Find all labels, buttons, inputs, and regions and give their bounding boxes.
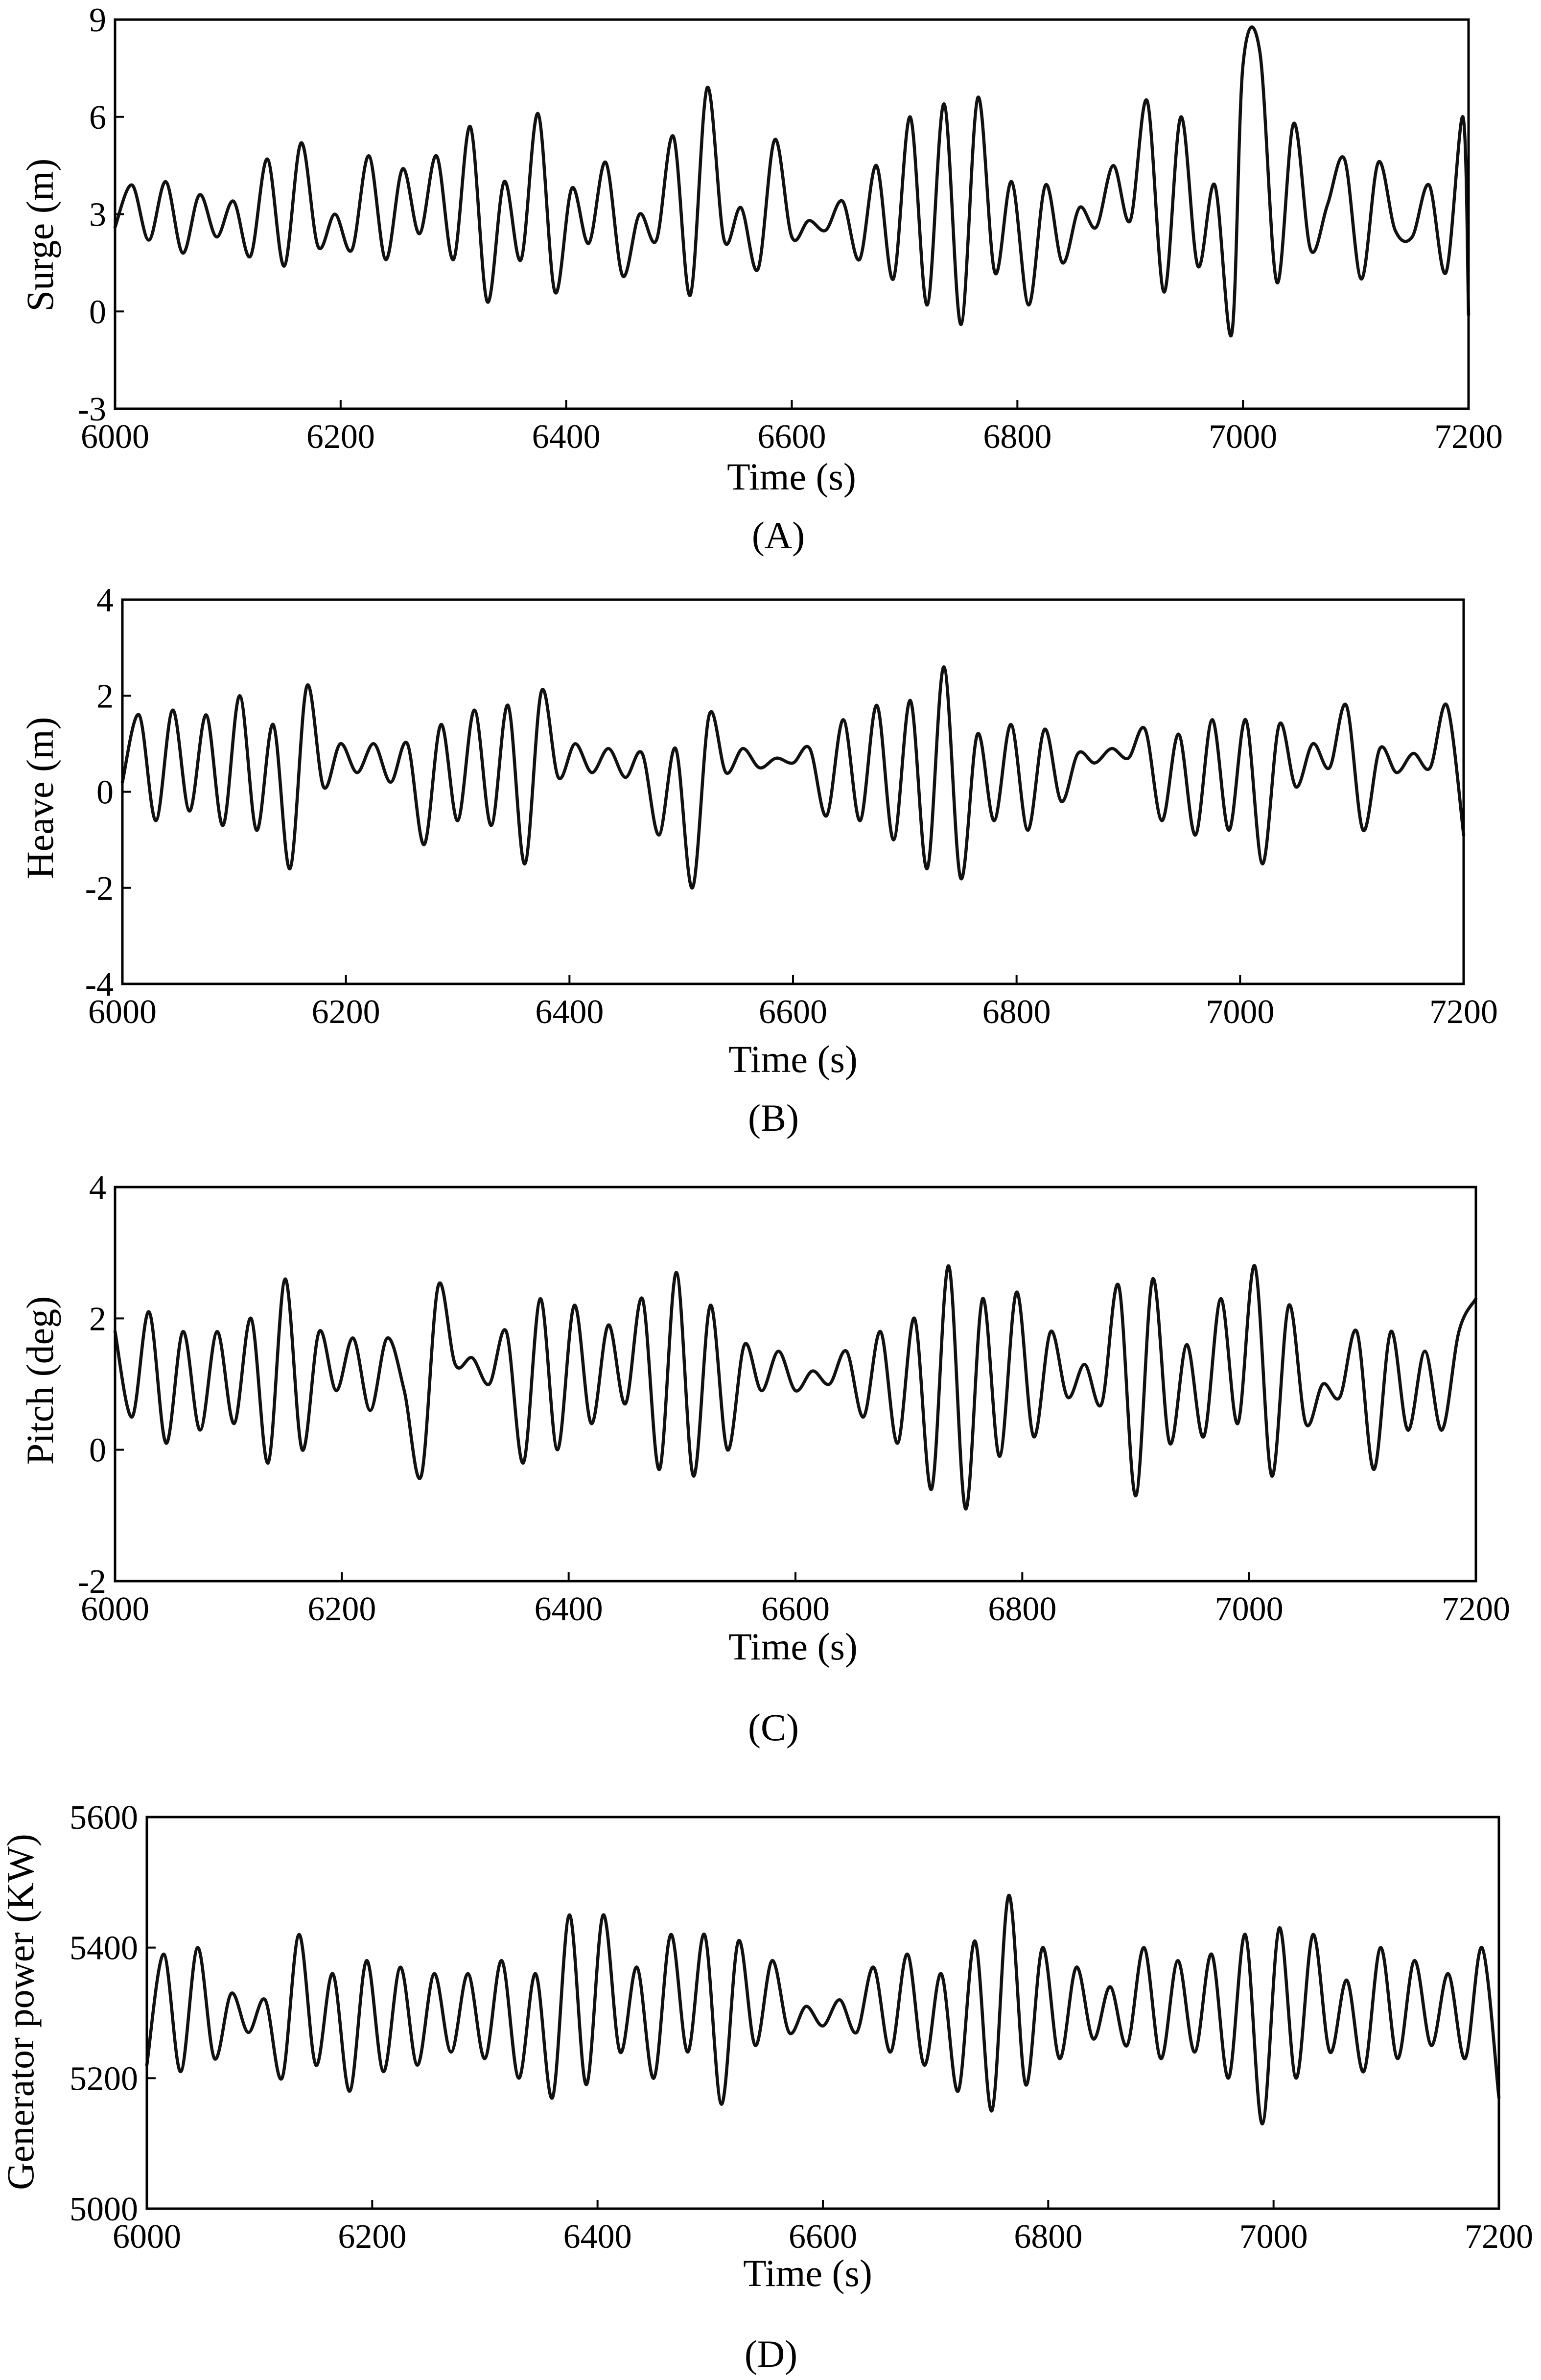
panel-b-xtick-label: 6000 [88, 993, 157, 1031]
panel-c-xtick-label: 6400 [535, 1590, 603, 1628]
panel-c-xtick-label: 7200 [1442, 1590, 1510, 1628]
panel-a-caption: (A) [752, 514, 805, 557]
panel-d-ytick-label: 5200 [70, 2060, 138, 2098]
panel-c-yticks: -2 0 2 4 [78, 1169, 124, 1601]
panel-c-xtick-label: 6800 [988, 1590, 1056, 1628]
panel-b-ytick-label: -4 [85, 966, 114, 1003]
panel-b-xtick-label: 6200 [312, 993, 380, 1031]
panel-b-xtick-label: 6800 [982, 993, 1051, 1031]
panel-a-xtick-label: 6600 [758, 418, 826, 456]
panel-c-series-line [113, 1264, 1478, 1511]
panel-d: Generator power (KW) 5000 5200 5400 5600 60… [0, 1799, 1533, 2375]
panel-d-ytick-label: 5600 [70, 1799, 138, 1837]
panel-c-xtick-label: 6000 [81, 1590, 149, 1628]
panel-d-xlabel: Time (s) [743, 2252, 872, 2294]
panel-d-xtick-label: 6200 [338, 2218, 406, 2256]
panel-c: Pitch (deg) -2 0 2 4 6000 6200 6400 6600 6800 70… [19, 1169, 1510, 1749]
panel-a-xlabel: Time (s) [727, 455, 856, 498]
panel-a-xticks: 6000 6200 6400 6600 6800 7000 7200 [81, 400, 1503, 456]
panel-d-series-line [145, 1893, 1501, 2125]
panel-c-xtick-label: 7000 [1215, 1590, 1284, 1628]
panel-a-frame [114, 18, 1470, 410]
panel-d-frame [145, 1816, 1500, 2210]
panel-c-frame [114, 1186, 1477, 1583]
panel-b-xtick-label: 6400 [535, 993, 604, 1031]
panel-a-xtick-label: 6800 [983, 418, 1051, 456]
panel-b-xticks: 6000 6200 6400 6600 6800 7000 7200 [88, 975, 1498, 1031]
panel-b-ytick-label: 2 [96, 677, 114, 715]
panel-c-xticks: 6000 6200 6400 6600 6800 7000 7200 [81, 1572, 1510, 1628]
panel-b-xtick-label: 6600 [759, 993, 827, 1031]
panel-c-ytick-label: 0 [89, 1432, 106, 1470]
panel-c-ylabel: Pitch (deg) [19, 1296, 61, 1465]
panel-d-xtick-label: 7000 [1239, 2218, 1308, 2256]
panel-b-series-line [120, 665, 1466, 890]
panel-b-ylabel: Heave (m) [19, 717, 61, 879]
panel-c-ytick-label: 2 [89, 1300, 106, 1338]
panel-a-xtick-label: 6200 [306, 418, 375, 456]
panel-a-ytick-label: 3 [89, 196, 106, 234]
panel-a-ytick-label: 6 [89, 99, 106, 137]
panel-b-caption: (B) [748, 1097, 799, 1139]
panel-d-ylabel: Generator power (KW) [0, 1834, 42, 2190]
panel-d-xtick-label: 6800 [1014, 2218, 1082, 2256]
panel-d-xticks: 6000 6200 6400 6600 6800 7000 7200 [113, 2200, 1533, 2256]
panel-b-ytick-label: -2 [85, 870, 114, 908]
panel-c-xtick-label: 6200 [307, 1590, 376, 1628]
panel-b-xlabel: Time (s) [728, 1038, 858, 1080]
panel-a-xtick-label: 6000 [81, 418, 149, 456]
panel-a-ytick-label: 0 [89, 293, 106, 331]
panel-d-xtick-label: 6400 [563, 2218, 632, 2256]
panel-d-ytick-label: 5000 [70, 2191, 138, 2228]
panel-a-yticks: -3 0 3 6 9 [78, 1, 124, 428]
panel-d-xtick-label: 6600 [789, 2218, 857, 2256]
panel-a-xtick-label: 7200 [1434, 418, 1503, 456]
panel-c-xlabel: Time (s) [728, 1625, 858, 1668]
panel-a-series-line [113, 25, 1471, 338]
panel-a-ylabel: Surge (m) [19, 159, 61, 312]
panel-d-ytick-label: 5400 [70, 1930, 138, 1967]
panel-a-xtick-label: 7000 [1209, 418, 1277, 456]
panel-b-frame [121, 598, 1465, 985]
panel-d-xtick-label: 6000 [113, 2218, 181, 2256]
panel-a-ytick-label: 9 [89, 1, 106, 39]
panel-d-xtick-label: 7200 [1465, 2218, 1533, 2256]
panel-c-xtick-label: 6600 [761, 1590, 830, 1628]
panel-a-ytick-label: -3 [78, 391, 106, 428]
panel-c-ytick-label: 4 [89, 1169, 106, 1207]
panel-b-ytick-label: 4 [96, 582, 114, 619]
panel-c-ytick-label: -2 [78, 1563, 106, 1601]
panel-a-xtick-label: 6400 [532, 418, 601, 456]
panel-b-ytick-label: 0 [96, 774, 114, 812]
panel-a: Surge (m) -3 0 3 6 9 6000 6200 6400 6600 6800 700… [19, 1, 1503, 557]
panel-b-xtick-label: 7000 [1206, 993, 1274, 1031]
panel-b-yticks: -4 -2 0 2 4 [85, 582, 131, 1003]
panel-d-caption: (D) [745, 2333, 797, 2375]
panel-c-caption: (C) [748, 1706, 799, 1749]
panel-b-xtick-label: 7200 [1429, 993, 1498, 1031]
panel-b: Heave (m) -4 -2 0 2 4 6000 6200 6400 6600 6800 70… [19, 582, 1498, 1139]
panel-d-yticks: 5000 5200 5400 5600 [70, 1799, 156, 2228]
